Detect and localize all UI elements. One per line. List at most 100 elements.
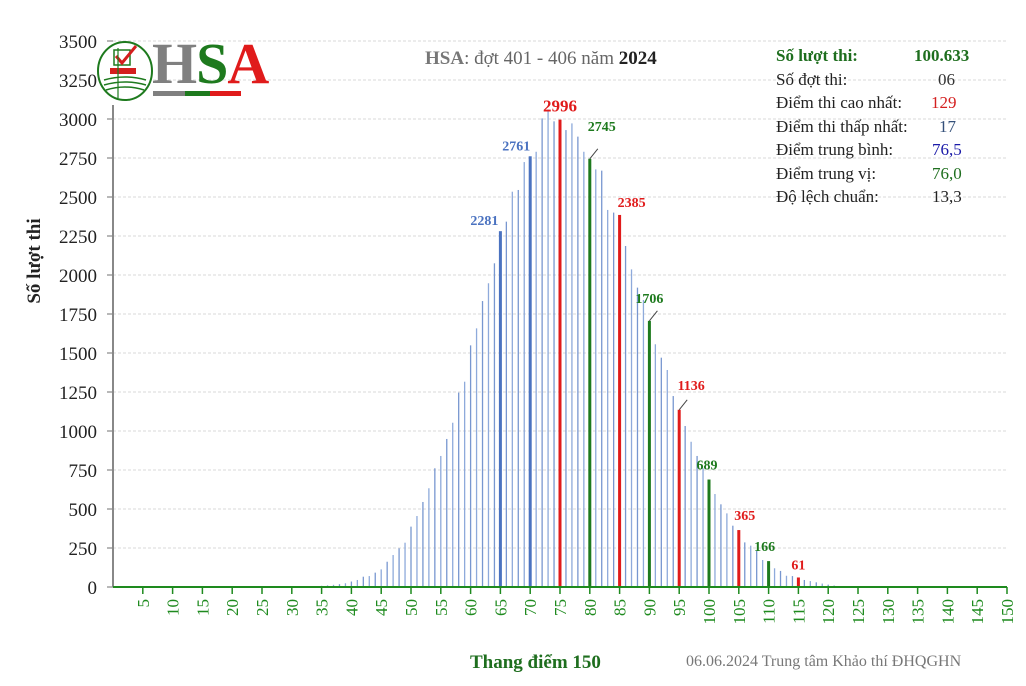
- x-tick-label: 130: [879, 599, 898, 625]
- bar: [660, 357, 662, 587]
- title-hsa: HSA: [425, 48, 465, 69]
- x-tick-label: 135: [909, 599, 928, 625]
- bar: [523, 162, 525, 587]
- bar: [481, 301, 484, 587]
- data-label: 2745: [588, 120, 616, 135]
- bar: [642, 299, 645, 587]
- chart-title: HSA: đợt 401 - 406 năm 2024: [425, 48, 657, 70]
- stat-value: 06: [938, 69, 955, 89]
- stat-value: 129: [931, 93, 957, 112]
- bar: [732, 525, 734, 587]
- y-tick-label: 1500: [59, 344, 97, 365]
- x-tick-label: 95: [670, 599, 689, 616]
- x-tick-label: 75: [551, 599, 570, 616]
- x-tick-label: 5: [134, 599, 153, 608]
- data-label: 689: [697, 459, 718, 474]
- bar: [392, 555, 394, 587]
- bar: [750, 545, 752, 587]
- x-tick-label: 15: [193, 599, 212, 616]
- x-tick-label: 90: [640, 599, 659, 616]
- x-tick-label: 110: [760, 599, 779, 624]
- bar: [547, 109, 549, 587]
- bar: [607, 209, 609, 587]
- bar: [726, 513, 728, 587]
- bar: [595, 169, 597, 587]
- y-tick-label: 2250: [59, 227, 97, 248]
- bar: [702, 468, 704, 587]
- bar: [356, 579, 359, 587]
- x-tick-label: 120: [819, 599, 838, 625]
- data-label: 2761: [502, 139, 530, 154]
- x-axis-label: Thang điểm 150: [470, 652, 601, 673]
- x-tick-label: 150: [998, 599, 1017, 625]
- bar: [779, 570, 782, 587]
- x-tick-label: 60: [462, 599, 481, 616]
- bar: [785, 575, 788, 587]
- logo-letters: HSA: [152, 31, 269, 96]
- x-tick-label: 30: [283, 599, 302, 616]
- x-tick-label: 55: [432, 599, 451, 616]
- bar: [528, 156, 532, 587]
- x-tick-label: 100: [700, 599, 719, 625]
- stat-label: Điểm thi cao nhất:: [776, 93, 903, 112]
- bar: [696, 455, 698, 587]
- bar: [624, 245, 627, 587]
- bar: [452, 422, 454, 587]
- bar: [714, 494, 716, 587]
- bar: [601, 170, 603, 588]
- stat-label: Điểm thi thấp nhất:: [776, 116, 908, 136]
- bar: [821, 583, 823, 587]
- data-label: 365: [734, 509, 755, 524]
- hsa-logo: HSA: [96, 32, 276, 102]
- data-label: 166: [754, 540, 775, 555]
- y-tick-label: 3250: [59, 71, 97, 92]
- x-tick-label: 20: [223, 599, 242, 616]
- bar: [720, 504, 722, 587]
- bar: [434, 468, 436, 587]
- bar: [498, 231, 502, 587]
- stat-row: Điểm thi thấp nhất: 17: [776, 115, 956, 139]
- bar: [344, 583, 347, 587]
- leader-line: [589, 148, 599, 160]
- bar: [647, 320, 651, 587]
- data-label: 2385: [618, 196, 646, 211]
- stat-value: 17: [939, 116, 956, 136]
- y-tick-label: 1750: [59, 305, 97, 326]
- stat-value: 100.633: [914, 46, 970, 65]
- bar: [744, 542, 746, 587]
- bar: [422, 501, 424, 587]
- y-tick-label: 0: [88, 578, 98, 599]
- x-tick-label: 45: [372, 599, 391, 616]
- bar: [690, 441, 692, 587]
- bar: [761, 560, 764, 587]
- bar: [487, 283, 490, 587]
- data-label: 1136: [678, 379, 705, 394]
- y-axis-label: Số lượt thi: [24, 218, 45, 304]
- x-tick-label: 70: [521, 599, 540, 616]
- bar: [630, 269, 633, 587]
- bar: [827, 584, 829, 587]
- data-label: 2996: [543, 97, 577, 116]
- bar: [511, 191, 513, 588]
- bar: [368, 576, 370, 587]
- bar: [386, 561, 388, 587]
- stat-row: Số lượt thi: 100.633: [776, 44, 969, 68]
- bar: [767, 561, 771, 587]
- stat-value: 76,5: [932, 140, 962, 159]
- x-tick-label: 65: [491, 599, 510, 616]
- x-tick-label: 10: [164, 599, 183, 616]
- bar: [338, 584, 341, 587]
- stat-row: Số đợt thi: 06: [776, 68, 955, 92]
- bar: [672, 396, 674, 587]
- bar: [737, 530, 741, 587]
- bar: [440, 455, 442, 587]
- x-tick-label: 115: [789, 599, 808, 624]
- y-tick-label: 3500: [59, 32, 97, 53]
- x-tick-label: 35: [313, 599, 332, 616]
- bar: [416, 516, 418, 587]
- x-tick-label: 85: [611, 599, 630, 616]
- bar: [583, 151, 585, 587]
- bar: [791, 576, 794, 587]
- bar: [469, 345, 472, 587]
- y-tick-label: 1000: [59, 422, 97, 443]
